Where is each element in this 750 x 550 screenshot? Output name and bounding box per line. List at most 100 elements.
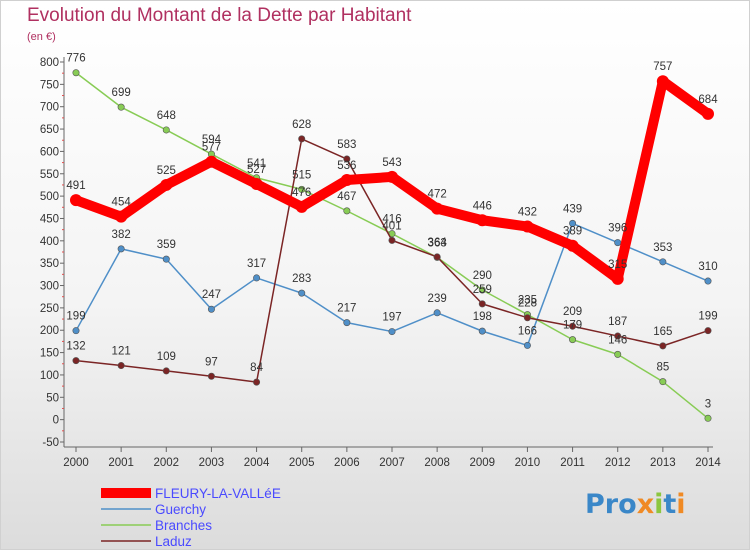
x-tick-label: 2003 [199, 457, 225, 469]
data-point [704, 327, 712, 335]
data-point [523, 314, 531, 322]
legend-label: Guerchy [155, 502, 206, 517]
data-label: 476 [292, 187, 311, 199]
data-point [569, 336, 577, 344]
data-point [476, 214, 489, 227]
data-point [162, 126, 170, 134]
data-point [298, 185, 306, 193]
data-label: 290 [473, 270, 492, 282]
data-point [298, 135, 306, 143]
x-tick-label: 2001 [108, 457, 134, 469]
data-label: 187 [608, 316, 627, 328]
data-label: 446 [473, 200, 492, 212]
data-point [298, 289, 306, 297]
data-label: 3 [705, 398, 711, 410]
data-point [207, 305, 215, 313]
x-tick-label: 2002 [153, 457, 179, 469]
data-point [478, 327, 486, 335]
data-point [386, 170, 398, 183]
data-label: 628 [292, 119, 311, 131]
data-label: 228 [518, 298, 537, 310]
data-point [205, 155, 218, 168]
data-label: 699 [112, 87, 131, 99]
x-tick-label: 2005 [289, 457, 315, 469]
data-point [70, 194, 82, 207]
data-point [388, 236, 396, 244]
x-tick-label: 2013 [650, 457, 676, 469]
data-label: 648 [157, 110, 176, 122]
data-label: 525 [157, 165, 176, 177]
data-point [72, 357, 80, 365]
data-label: 454 [112, 197, 132, 209]
data-label: 166 [518, 325, 537, 337]
data-point [117, 362, 125, 370]
data-label: 217 [337, 303, 356, 315]
data-point [704, 414, 712, 422]
data-point [115, 210, 128, 223]
data-point [656, 75, 669, 88]
x-tick-label: 2006 [334, 457, 360, 469]
data-label: 467 [337, 191, 356, 203]
data-point [659, 378, 667, 386]
data-point [160, 178, 173, 191]
data-label: 85 [656, 362, 669, 374]
chart-title: Evolution du Montant de la Dette par Hab… [27, 5, 412, 26]
y-tick-label: -50 [42, 437, 59, 449]
x-tick-label: 2012 [605, 457, 631, 469]
data-label: 776 [66, 53, 85, 65]
data-label: 363 [428, 237, 447, 249]
logo-letter: r [604, 489, 619, 520]
data-point [431, 202, 444, 215]
data-point [614, 239, 622, 247]
data-label: 259 [473, 284, 492, 296]
data-point [162, 367, 170, 375]
data-label: 197 [382, 312, 401, 324]
data-label: 382 [112, 229, 131, 241]
data-label: 515 [292, 169, 311, 181]
logo-letter: t [663, 489, 677, 520]
data-point [569, 219, 577, 227]
y-tick-label: 0 [53, 415, 59, 427]
data-point [295, 200, 308, 213]
y-tick-label: 200 [40, 325, 59, 337]
data-point [343, 207, 351, 215]
data-label: 310 [698, 261, 717, 273]
legend-label: Laduz [155, 534, 192, 549]
data-label: 146 [608, 334, 627, 346]
legend-label: FLEURY-LA-VALLéE [155, 486, 281, 501]
y-tick-label: 750 [40, 79, 59, 91]
data-label: 165 [653, 326, 672, 338]
data-label: 353 [653, 242, 672, 254]
y-tick-label: 250 [40, 303, 59, 315]
data-point [478, 286, 486, 294]
x-tick-label: 2008 [424, 457, 450, 469]
y-tick-label: 400 [40, 236, 59, 248]
y-tick-label: 500 [40, 191, 59, 203]
data-point [566, 239, 579, 252]
data-point [343, 319, 351, 327]
data-label: 359 [157, 239, 176, 251]
x-tick-label: 2004 [244, 457, 270, 469]
data-label: 84 [250, 362, 263, 374]
data-label: 97 [205, 356, 218, 368]
data-point [478, 300, 486, 308]
legend-label: Branches [155, 518, 212, 533]
data-label: 247 [202, 289, 221, 301]
y-tick-label: 100 [40, 370, 59, 382]
data-point [388, 328, 396, 336]
y-tick-label: 800 [40, 57, 59, 69]
logo-letter: x [636, 489, 655, 520]
x-tick-label: 2014 [695, 457, 721, 469]
y-tick-label: 700 [40, 102, 59, 114]
data-label: 583 [337, 139, 356, 151]
data-point [659, 342, 667, 350]
data-label: 401 [382, 220, 401, 232]
data-point [72, 327, 80, 335]
data-label: 416 [382, 214, 401, 226]
data-label: 239 [428, 293, 447, 305]
data-point [611, 272, 624, 285]
data-point [207, 372, 215, 380]
logo-letter: i [654, 489, 664, 520]
data-point [162, 255, 170, 263]
data-label: 132 [66, 341, 85, 353]
